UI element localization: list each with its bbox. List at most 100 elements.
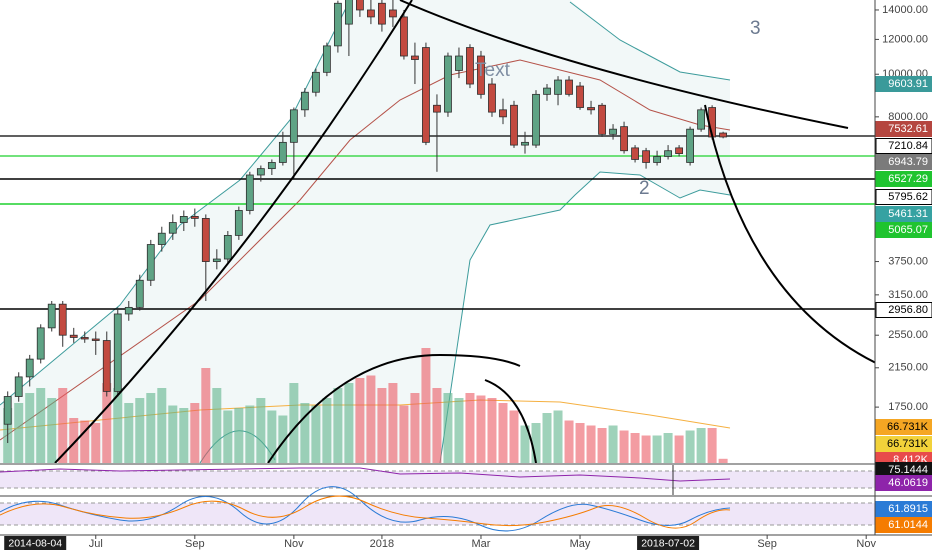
x-tick-label: 2018 xyxy=(370,538,394,550)
candle-body xyxy=(565,79,573,95)
price-tag xyxy=(875,121,932,137)
price-tag xyxy=(875,302,932,318)
candle-body xyxy=(620,126,628,152)
candle-body xyxy=(267,162,276,170)
x-tick-label: Sep xyxy=(185,538,205,550)
volume-bar xyxy=(388,383,398,463)
candle-body xyxy=(36,327,45,360)
indicators xyxy=(0,0,731,463)
candle-body xyxy=(521,141,529,146)
volume-bar xyxy=(564,420,574,463)
price-tag xyxy=(875,138,932,154)
volume-bar xyxy=(520,425,530,463)
volume-bar xyxy=(25,393,35,463)
volume-bar xyxy=(619,430,629,463)
drawings xyxy=(54,0,875,463)
stoch-d xyxy=(0,495,731,529)
price-tag xyxy=(875,475,932,491)
volume-bar xyxy=(223,410,233,463)
candle-body xyxy=(58,303,67,336)
candle-body xyxy=(466,47,474,85)
candle-body xyxy=(300,91,309,111)
candle-body xyxy=(47,303,56,329)
candle-body xyxy=(157,232,166,245)
candle-body xyxy=(389,9,397,18)
candle-body xyxy=(697,109,706,130)
candle-layer xyxy=(3,0,728,444)
price-tag-label: 7210.84 xyxy=(888,140,928,152)
volume-bar xyxy=(575,423,585,463)
annotation: 3 xyxy=(750,18,761,39)
candle-body xyxy=(113,313,122,392)
candle-body xyxy=(278,141,287,163)
volume-bar xyxy=(443,393,453,463)
volume-bar xyxy=(542,413,552,463)
volume-bar xyxy=(476,395,486,463)
cursor-label-box xyxy=(4,536,67,550)
candle-body xyxy=(367,9,375,18)
volume-bar xyxy=(630,433,640,463)
x-tick-label: May xyxy=(570,538,591,550)
volume-bar xyxy=(300,403,310,463)
candle-body xyxy=(223,235,232,260)
volume-bar xyxy=(608,425,618,463)
volume-bar xyxy=(685,430,695,463)
volume-bar xyxy=(498,403,508,463)
price-tag xyxy=(875,206,932,222)
candle-body xyxy=(333,2,342,47)
price-tag xyxy=(875,436,932,452)
candle-body xyxy=(488,83,496,113)
price-tag-label: 66.731K xyxy=(887,438,929,450)
x-tick-label: Nov xyxy=(284,538,304,550)
price-tag xyxy=(875,222,932,238)
candle-body xyxy=(190,216,199,219)
y-tick-label: 2550.00 xyxy=(888,329,928,341)
candle-body xyxy=(675,147,683,154)
stoch-band xyxy=(0,503,875,525)
price-tag-label: 2956.80 xyxy=(888,304,928,316)
price-tag xyxy=(875,517,932,533)
candle-body xyxy=(609,128,617,135)
annotation: Text xyxy=(475,60,511,81)
cursor-label-box xyxy=(637,536,700,550)
candle-body xyxy=(642,150,650,163)
volume-bar xyxy=(652,435,662,463)
price-tag-label: 6943.79 xyxy=(888,156,928,168)
candle-body xyxy=(179,216,188,223)
candle-body xyxy=(146,244,155,281)
volume-bar xyxy=(234,408,244,463)
candle-body xyxy=(80,337,89,340)
volume-bar xyxy=(201,368,211,463)
volume-bar xyxy=(377,388,387,463)
volume-bar xyxy=(465,393,475,463)
candle-body xyxy=(400,16,408,57)
candle-body xyxy=(168,222,177,234)
volume-bar xyxy=(421,348,431,463)
price-tag xyxy=(875,189,932,205)
candle-body xyxy=(124,306,133,315)
volume-bar xyxy=(256,398,266,463)
price-tag xyxy=(875,419,932,435)
arc-drawing xyxy=(484,379,537,463)
candle-body xyxy=(344,0,353,25)
price-tag-label: 6527.29 xyxy=(888,173,928,185)
volume-bar xyxy=(366,375,376,463)
volume-bar xyxy=(168,405,178,463)
volume-bar xyxy=(69,418,79,463)
volume-bar xyxy=(102,383,112,463)
price-tag xyxy=(875,154,932,170)
volume-bar xyxy=(179,408,189,463)
volume-bar xyxy=(597,428,607,463)
x-tick-label: Mar xyxy=(471,538,490,550)
volume-bar xyxy=(663,433,673,463)
volume-bar xyxy=(707,428,717,463)
price-tag-label: 5795.62 xyxy=(888,191,928,203)
candle-body xyxy=(3,396,12,425)
volume-ma xyxy=(0,399,731,431)
volume-bar xyxy=(718,458,728,463)
candle-body xyxy=(411,55,419,60)
volume-bar xyxy=(146,393,156,463)
volume-bar xyxy=(289,383,299,463)
cursor-label: 2018-07-02 xyxy=(641,537,695,549)
